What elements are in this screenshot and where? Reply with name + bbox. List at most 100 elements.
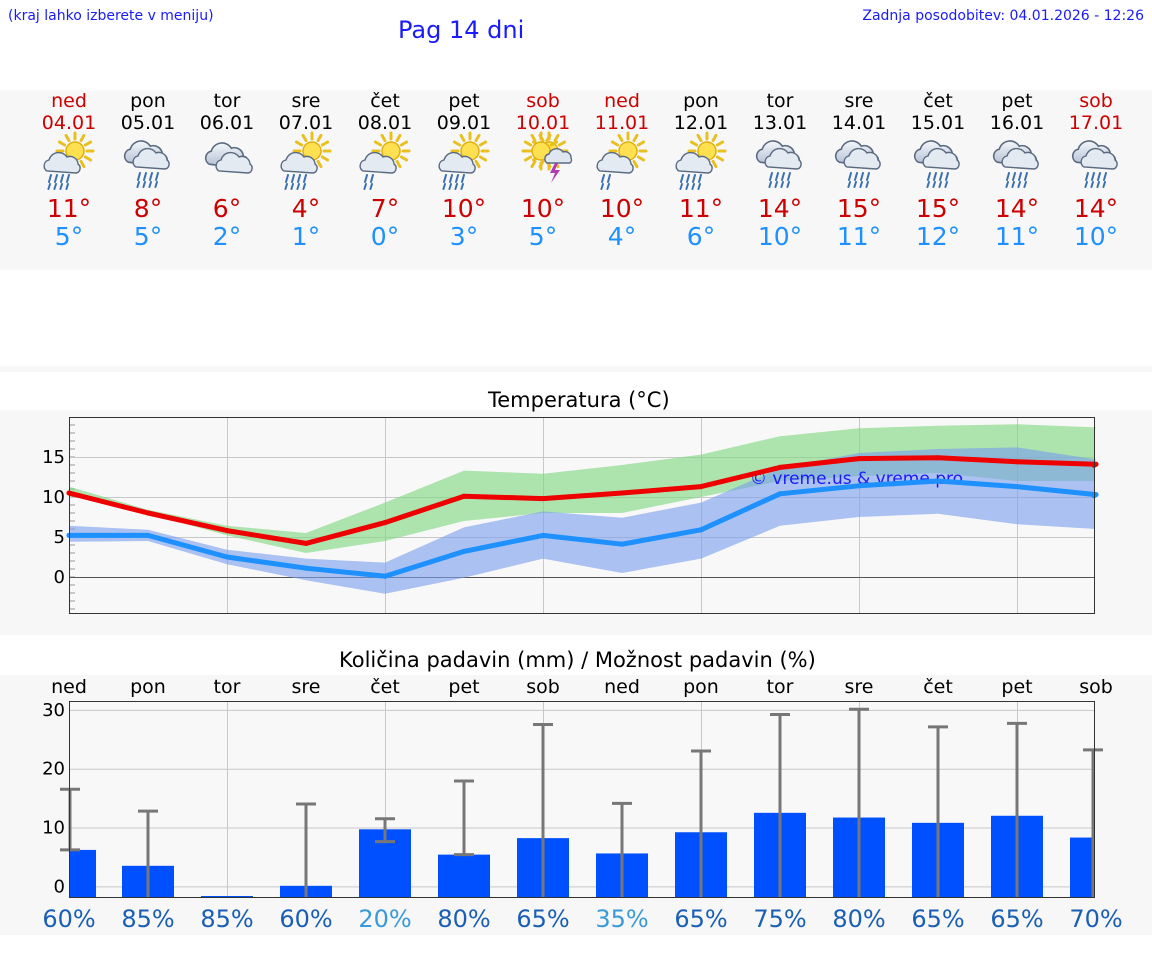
- precip-probability: 65%: [516, 905, 569, 933]
- sun-cloud-drizzle-icon: [359, 131, 411, 190]
- day-name: pet: [448, 90, 480, 112]
- precip-day-label: sre: [845, 676, 874, 698]
- max-range-band: [69, 424, 1096, 553]
- cloud-rain-icon: [834, 140, 881, 188]
- day-column: tor 13.01 14° 10°: [741, 90, 819, 251]
- precip-day-label: pon: [130, 676, 166, 698]
- max-temp: 7°: [370, 194, 400, 223]
- precip-day-label: tor: [214, 676, 241, 698]
- day-date: 06.01: [199, 112, 255, 134]
- precip-probability: 70%: [1069, 905, 1122, 933]
- day-name: sob: [526, 90, 560, 112]
- max-temp-point: [145, 510, 151, 516]
- precip-bar: [70, 849, 96, 897]
- precip-probability: 80%: [832, 905, 885, 933]
- max-temp: 8°: [133, 194, 163, 223]
- day-column: pet 09.01 10° 3°: [425, 90, 503, 251]
- day-name: ned: [604, 90, 640, 112]
- sun-cloud-rain-icon: [43, 131, 95, 190]
- min-temp: 11°: [836, 222, 882, 251]
- day-name: tor: [213, 90, 241, 112]
- sun-cloud-drizzle-icon: [596, 131, 648, 190]
- min-temp: 6°: [686, 222, 716, 251]
- precip-probability: 60%: [42, 905, 95, 933]
- plot-border: [69, 701, 1095, 898]
- precip-day-label: ned: [51, 676, 87, 698]
- cloud-rain-icon: [755, 140, 802, 188]
- panel-divider: [0, 366, 1152, 372]
- min-temp: 5°: [133, 222, 163, 251]
- day-column: pet 16.01 14° 11°: [978, 90, 1056, 251]
- day-name: pon: [130, 90, 166, 112]
- max-temp: 14°: [757, 194, 803, 223]
- min-temp-point: [1014, 484, 1020, 490]
- min-temp: 4°: [607, 222, 637, 251]
- precip-probability: 20%: [358, 905, 411, 933]
- sun-cloud-rain-icon: [438, 131, 490, 190]
- day-column: pon 12.01 11° 6°: [662, 90, 740, 251]
- y-tick-label: 30: [42, 700, 65, 721]
- day-column: sre 07.01 4° 1°: [267, 90, 345, 251]
- precip-probability: 35%: [595, 905, 648, 933]
- cloud-icon: [204, 142, 253, 174]
- max-temp-point: [856, 456, 862, 462]
- y-tick-label: 5: [54, 527, 65, 548]
- day-name: ned: [51, 90, 87, 112]
- daily-forecast-row: ned 04.01 11° 5° pon 05.01 8° 5° tor 06.01 6° 2° sre…: [30, 90, 1150, 260]
- precip-day-label: pon: [683, 676, 719, 698]
- day-name: pet: [1001, 90, 1033, 112]
- sun-cloud-thunder-icon: [521, 131, 573, 183]
- min-temp: 1°: [291, 222, 321, 251]
- min-temp: 5°: [54, 222, 84, 251]
- max-temp: 11°: [678, 194, 724, 223]
- day-date: 04.01: [41, 112, 97, 134]
- max-temp-point: [224, 528, 230, 534]
- day-date: 14.01: [831, 112, 887, 134]
- max-temp-point: [935, 455, 941, 461]
- day-date: 09.01: [436, 112, 492, 134]
- max-temp: 10°: [520, 194, 566, 223]
- max-temp-point: [540, 496, 546, 502]
- temperature-chart-title: Temperatura (°C): [488, 388, 670, 412]
- precip-day-label: pet: [1001, 676, 1032, 698]
- max-temp-point: [461, 493, 467, 499]
- y-tick-label: 10: [42, 487, 65, 508]
- cloud-rain-icon: [913, 140, 960, 188]
- min-temp-point: [303, 565, 309, 571]
- day-column: pon 05.01 8° 5°: [109, 90, 187, 251]
- precip-bar: [1070, 837, 1094, 897]
- precip-day-label: sob: [526, 676, 560, 698]
- day-column: sob 10.01 10° 5°: [504, 90, 582, 251]
- cloud-rain-icon: [992, 140, 1039, 188]
- precip-day-label: sob: [1079, 676, 1113, 698]
- day-name: pon: [683, 90, 719, 112]
- max-temp: 10°: [599, 194, 645, 223]
- min-temp-point: [619, 541, 625, 547]
- day-column: sre 14.01 15° 11°: [820, 90, 898, 251]
- max-temp: 14°: [1073, 194, 1119, 223]
- max-temp-point: [382, 520, 388, 526]
- min-temp: 0°: [370, 222, 400, 251]
- day-column: čet 08.01 7° 0°: [346, 90, 424, 251]
- day-name: sre: [291, 90, 321, 112]
- precip-probability: 80%: [437, 905, 490, 933]
- max-temp: 6°: [212, 194, 242, 223]
- day-column: čet 15.01 15° 12°: [899, 90, 977, 251]
- precipitation-chart-title: Količina padavin (mm) / Možnost padavin …: [339, 648, 816, 672]
- min-temp: 11°: [994, 222, 1040, 251]
- precip-day-label: sre: [292, 676, 321, 698]
- precip-bar: [201, 896, 253, 897]
- day-name: sre: [844, 90, 874, 112]
- y-tick-label: 10: [42, 818, 65, 839]
- sun-cloud-rain-icon: [280, 131, 332, 190]
- precip-probability: 85%: [121, 905, 174, 933]
- precip-probability: 65%: [911, 905, 964, 933]
- precip-day-label: tor: [767, 676, 794, 698]
- day-date: 08.01: [357, 112, 413, 134]
- y-tick-label: 15: [42, 447, 65, 468]
- precip-day-label: čet: [370, 676, 400, 698]
- max-temp: 15°: [915, 194, 961, 223]
- precip-day-label: pet: [448, 676, 479, 698]
